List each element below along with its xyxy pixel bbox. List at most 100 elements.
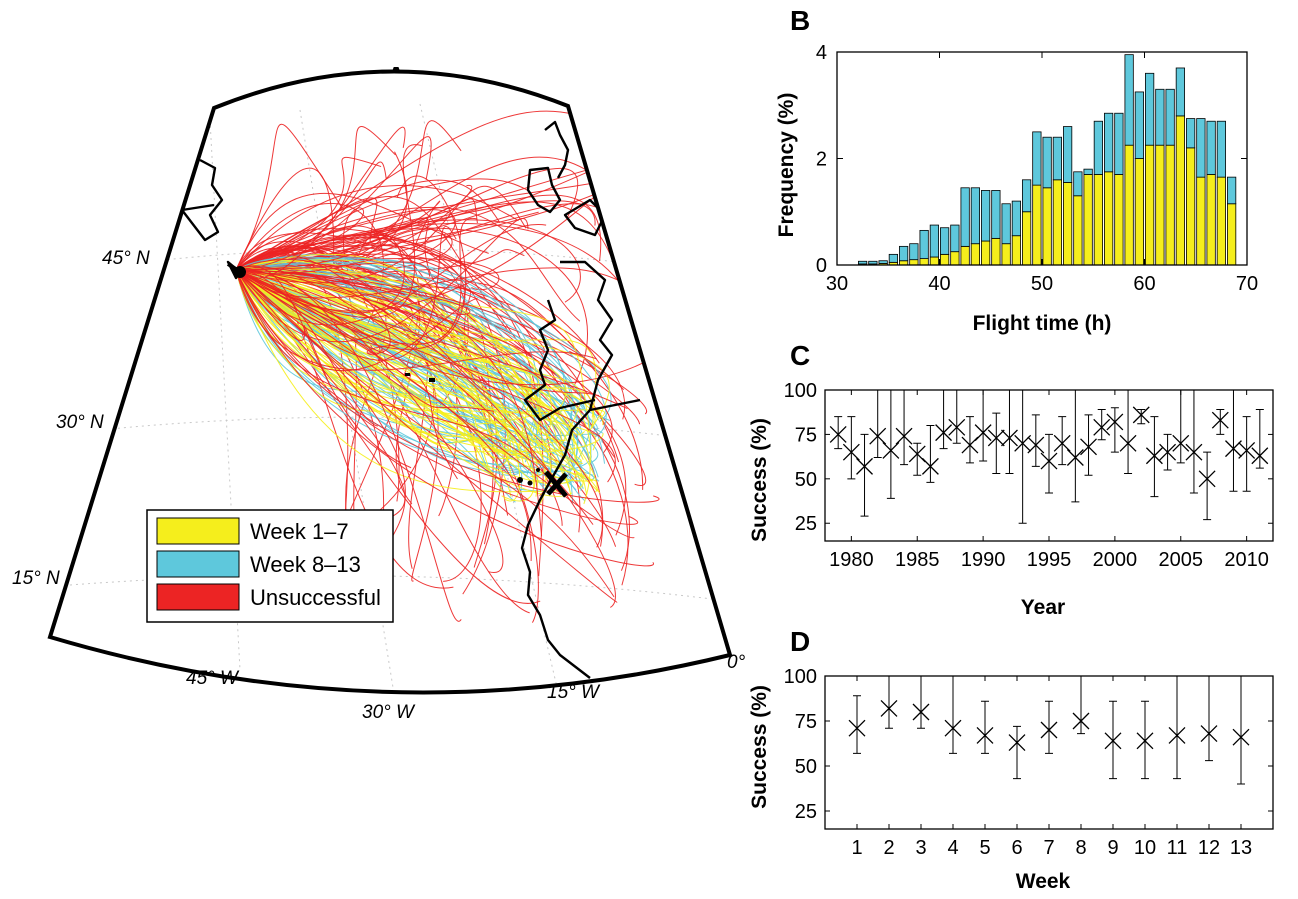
trajectory xyxy=(235,269,616,483)
data-point xyxy=(1145,447,1163,465)
destination-marker xyxy=(544,470,568,498)
bar-week8-13 xyxy=(1186,118,1196,149)
data-point xyxy=(869,427,887,445)
panel-d-ylabel: Success (%) xyxy=(748,685,771,809)
x-tick-label: 5 xyxy=(979,837,990,859)
bar-week8-13 xyxy=(1124,54,1134,146)
data-point xyxy=(1066,449,1084,466)
error-bar xyxy=(847,416,856,480)
error-bar xyxy=(886,389,895,499)
bar-week1-7 xyxy=(1052,179,1062,266)
bar-week8-13 xyxy=(1032,131,1042,186)
bar-week1-7 xyxy=(950,251,960,266)
trajectory xyxy=(235,225,457,361)
trajectory xyxy=(235,269,597,418)
y-tick-label: 50 xyxy=(795,756,817,778)
bar-week8-13 xyxy=(960,187,970,247)
error-bar xyxy=(913,442,922,476)
panel-label-d: D xyxy=(790,626,810,657)
data-point xyxy=(1072,712,1090,730)
panel-c-xlabel: Year xyxy=(1021,596,1065,619)
panel-c-ylabel: Success (%) xyxy=(748,418,771,542)
trajectory xyxy=(235,269,639,525)
trajectory xyxy=(235,269,583,466)
trajectory xyxy=(235,269,635,539)
error-bar xyxy=(860,433,869,517)
x-tick-label: 1 xyxy=(851,837,862,859)
error-bar xyxy=(900,389,909,466)
bar-week8-13 xyxy=(878,260,888,264)
trajectory xyxy=(235,269,533,483)
trajectory xyxy=(235,228,644,490)
error-bar xyxy=(952,389,961,444)
data-point xyxy=(944,719,962,737)
trajectory xyxy=(235,232,405,314)
trajectory xyxy=(235,269,561,455)
bar-week8-13 xyxy=(899,245,909,262)
error-bar xyxy=(1237,675,1245,785)
trajectory xyxy=(235,269,660,503)
data-point xyxy=(880,699,898,717)
data-point xyxy=(882,441,900,459)
bar-week1-7 xyxy=(909,259,919,266)
bar-week1-7 xyxy=(1227,203,1237,266)
data-point xyxy=(856,457,873,475)
bar-week8-13 xyxy=(1155,88,1165,146)
bar-week8-13 xyxy=(909,243,919,261)
bar-week8-13 xyxy=(1104,112,1114,173)
x-tick-label: 8 xyxy=(1075,837,1086,859)
error-bar xyxy=(1031,414,1040,467)
data-point xyxy=(974,424,992,442)
error-bar xyxy=(1018,389,1027,524)
error-bar xyxy=(1173,675,1181,780)
panel-b-xlabel: Flight time (h) xyxy=(973,312,1112,335)
trajectory xyxy=(235,269,518,441)
trajectory xyxy=(235,269,585,436)
trajectory xyxy=(235,269,566,493)
y-tick-label: 2 xyxy=(816,149,827,171)
data-point xyxy=(848,719,866,737)
error-bar xyxy=(1189,389,1198,494)
trajectory xyxy=(235,260,552,482)
trajectory xyxy=(235,269,543,537)
bar-week8-13 xyxy=(1011,200,1021,237)
error-bar xyxy=(1176,389,1185,464)
trajectory xyxy=(235,197,378,271)
bar-week1-7 xyxy=(1104,171,1114,266)
data-point xyxy=(1080,438,1097,456)
data-point xyxy=(987,429,1005,447)
x-tick-label: 7 xyxy=(1043,837,1054,859)
trajectory xyxy=(235,269,462,622)
error-bar xyxy=(1077,675,1085,735)
trajectory xyxy=(235,185,519,271)
trajectory xyxy=(235,268,566,441)
trajectory xyxy=(235,269,572,499)
error-bar xyxy=(949,675,957,754)
bar-week1-7 xyxy=(981,240,991,266)
bar-week1-7 xyxy=(1216,176,1226,266)
x-tick-label: 2005 xyxy=(1159,549,1204,571)
trajectory xyxy=(235,269,558,479)
trajectory xyxy=(235,269,525,468)
lon-label-15w: 15° W xyxy=(547,682,601,703)
map-panel: A xyxy=(12,61,746,723)
bar-week1-7 xyxy=(1155,144,1165,266)
x-tick-label: 2000 xyxy=(1093,549,1138,571)
bar-week1-7 xyxy=(970,243,980,266)
y-tick-label: 0 xyxy=(816,255,827,277)
trajectory xyxy=(235,185,527,284)
data-point xyxy=(829,425,847,443)
data-point xyxy=(1172,434,1190,452)
trajectory xyxy=(235,269,507,481)
y-tick-label: 75 xyxy=(795,424,817,446)
error-bar xyxy=(1216,409,1225,435)
x-tick-label: 1995 xyxy=(1027,549,1072,571)
trajectory xyxy=(235,179,501,271)
x-tick-label: 11 xyxy=(1167,837,1188,859)
error-bar xyxy=(1084,414,1093,476)
trajectories xyxy=(235,110,660,623)
panel-d-xlabel: Week xyxy=(1016,870,1071,893)
lon-label-0: 0° xyxy=(727,652,746,673)
bar-week1-7 xyxy=(1093,174,1103,266)
